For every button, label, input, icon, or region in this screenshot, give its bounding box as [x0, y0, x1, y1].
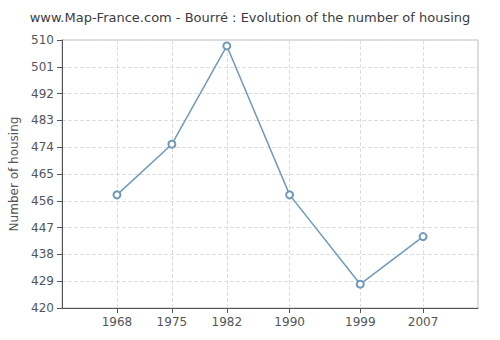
svg-text:429: 429 [31, 274, 54, 288]
svg-text:510: 510 [31, 33, 54, 47]
svg-text:501: 501 [31, 60, 54, 74]
svg-text:www.Map-France.com - Bourré :: www.Map-France.com - Bourré : Evolution … [30, 10, 471, 25]
svg-text:447: 447 [31, 221, 54, 235]
svg-text:483: 483 [31, 113, 54, 127]
svg-text:420: 420 [31, 301, 54, 315]
svg-text:2007: 2007 [408, 315, 439, 329]
svg-text:474: 474 [31, 140, 54, 154]
svg-text:438: 438 [31, 247, 54, 261]
svg-text:465: 465 [31, 167, 54, 181]
svg-text:1982: 1982 [212, 315, 243, 329]
svg-text:492: 492 [31, 87, 54, 101]
svg-text:1968: 1968 [102, 315, 133, 329]
svg-text:1975: 1975 [157, 315, 188, 329]
svg-text:1999: 1999 [345, 315, 376, 329]
svg-text:1990: 1990 [274, 315, 305, 329]
svg-text:Number of housing: Number of housing [7, 117, 21, 232]
svg-text:456: 456 [31, 194, 54, 208]
